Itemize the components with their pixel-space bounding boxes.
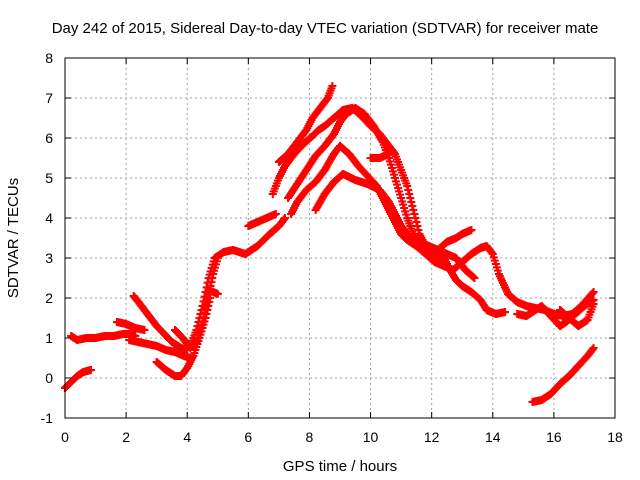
- data-point: [203, 278, 212, 287]
- series-track-14: [287, 142, 598, 320]
- data-point: [192, 326, 201, 334]
- data-point: [279, 215, 288, 224]
- y-axis-label: SDTVAR / TECUs: [5, 178, 22, 298]
- series-track-15: [311, 170, 479, 282]
- data-point: [589, 300, 598, 308]
- data-point: [200, 292, 209, 301]
- data-point: [487, 248, 496, 257]
- x-tick-label: 2: [122, 429, 130, 445]
- data-point: [470, 274, 479, 282]
- data-point: [384, 150, 393, 158]
- data-point: [413, 222, 422, 230]
- series-track-12: [274, 82, 337, 166]
- data-point: [405, 190, 414, 198]
- x-tick-label: 4: [183, 429, 191, 445]
- x-tick-label: 0: [61, 429, 69, 445]
- x-tick-label: 6: [244, 429, 252, 445]
- data-point: [403, 182, 412, 190]
- data-point: [194, 318, 203, 326]
- data-point: [328, 82, 337, 90]
- data-point: [410, 210, 419, 218]
- y-tick-label: 5: [45, 170, 53, 186]
- y-tick-label: 7: [45, 90, 53, 106]
- data-point: [412, 218, 421, 226]
- x-axis-label: GPS time / hours: [283, 458, 397, 475]
- series-track-10: [244, 210, 280, 230]
- x-tick-label: 12: [424, 429, 440, 445]
- data-point: [404, 186, 413, 194]
- y-tick-label: 8: [45, 50, 53, 66]
- data-point: [589, 344, 598, 352]
- y-tick-label: -1: [41, 410, 54, 426]
- series-track-13: [284, 104, 476, 254]
- grid: [65, 58, 615, 418]
- data-point: [281, 214, 289, 222]
- data-points: [61, 82, 598, 406]
- data-point: [408, 202, 417, 210]
- data-point: [213, 290, 222, 298]
- series-track-2: [67, 330, 140, 344]
- series-track-4: [125, 336, 195, 362]
- series-track-18: [556, 300, 598, 330]
- y-tick-label: 1: [45, 330, 53, 346]
- data-point: [414, 226, 423, 234]
- series-track-5: [129, 292, 192, 354]
- data-point: [409, 206, 418, 214]
- plot-frame: [64, 57, 616, 419]
- data-point: [588, 289, 597, 298]
- data-point: [195, 314, 204, 322]
- series-track-1: [61, 366, 95, 392]
- data-point: [197, 306, 206, 314]
- x-tick-label: 8: [306, 429, 314, 445]
- data-point: [588, 345, 597, 354]
- y-tick-label: 6: [45, 130, 53, 146]
- x-tick-label: 16: [546, 429, 562, 445]
- x-tick-label: 18: [607, 429, 623, 445]
- data-point: [501, 308, 509, 316]
- data-point: [198, 302, 207, 310]
- y-tick-label: 2: [45, 290, 53, 306]
- data-point: [193, 322, 202, 330]
- y-tick-label: 0: [45, 370, 53, 386]
- series-track-16: [366, 150, 393, 162]
- x-tick-label: 14: [485, 429, 501, 445]
- series-track-9: [204, 286, 222, 298]
- data-point: [411, 214, 420, 222]
- data-point: [407, 198, 416, 206]
- data-point: [86, 366, 95, 374]
- data-point: [406, 194, 415, 202]
- series-track-3: [112, 318, 149, 334]
- data-point: [199, 297, 208, 306]
- chart-title: Day 242 of 2015, Sidereal Day-to-day VTE…: [52, 20, 599, 37]
- x-tick-label: 10: [363, 429, 379, 445]
- data-point: [589, 288, 598, 296]
- data-point: [467, 226, 476, 234]
- y-tick-label: 4: [45, 210, 53, 226]
- data-point: [196, 310, 205, 318]
- axis-ticks: [64, 57, 616, 419]
- series-track-19: [528, 344, 598, 406]
- y-tick-label: 3: [45, 250, 53, 266]
- data-point: [271, 210, 280, 218]
- data-point: [140, 326, 149, 334]
